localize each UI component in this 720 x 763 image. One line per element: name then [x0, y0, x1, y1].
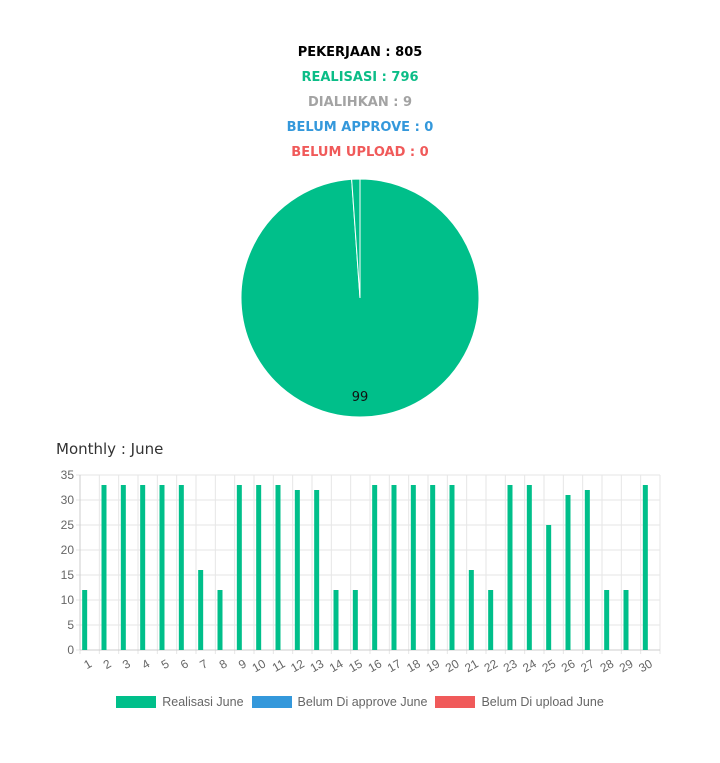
legend-swatch-realisasi — [116, 696, 157, 708]
legend-item-belum-approve[interactable]: Belum Di approve June — [251, 695, 428, 709]
pie-chart: 99 — [240, 178, 480, 418]
x-tick-label: 27 — [578, 656, 597, 675]
stat-belum-upload: BELUM UPLOAD : 0 — [291, 145, 429, 160]
pie-slice-1[interactable] — [351, 178, 361, 299]
legend-label-belum-upload: Belum Di upload June — [481, 695, 604, 709]
y-tick-label: 35 — [61, 468, 75, 482]
bar-realisasi-21[interactable] — [468, 570, 474, 650]
legend-item-belum-upload[interactable]: Belum Di upload June — [435, 695, 604, 709]
bar-realisasi-28[interactable] — [604, 590, 610, 650]
x-tick-label: 28 — [598, 656, 617, 675]
x-tick-label: 26 — [559, 656, 578, 675]
legend-label-belum-approve: Belum Di approve June — [297, 695, 428, 709]
bar-realisasi-11[interactable] — [275, 485, 281, 650]
x-tick-label: 1 — [81, 656, 94, 672]
bar-realisasi-7[interactable] — [198, 570, 204, 650]
bar-realisasi-22[interactable] — [488, 590, 494, 650]
bar-realisasi-16[interactable] — [372, 485, 378, 650]
bar-realisasi-18[interactable] — [410, 485, 416, 650]
legend-item-realisasi[interactable]: Realisasi June — [116, 695, 244, 709]
y-tick-label: 0 — [67, 643, 74, 657]
bar-realisasi-5[interactable] — [159, 485, 165, 650]
x-tick-label: 10 — [250, 656, 269, 675]
y-tick-label: 5 — [67, 618, 74, 632]
bar-realisasi-15[interactable] — [352, 590, 358, 650]
bar-realisasi-10[interactable] — [256, 485, 262, 650]
stat-realisasi: REALISASI : 796 — [301, 70, 419, 85]
x-tick-label: 21 — [462, 656, 481, 675]
pie-data-label: 99 — [352, 390, 369, 405]
y-tick-label: 10 — [61, 593, 75, 607]
stat-dialihkan: DIALIHKAN : 9 — [308, 95, 412, 110]
x-tick-label: 13 — [308, 656, 327, 675]
x-tick-label: 5 — [159, 656, 172, 672]
bar-realisasi-24[interactable] — [526, 485, 532, 650]
x-tick-label: 24 — [520, 656, 539, 675]
bar-realisasi-12[interactable] — [294, 490, 300, 650]
bar-realisasi-9[interactable] — [236, 485, 242, 650]
bar-realisasi-2[interactable] — [101, 485, 107, 650]
x-tick-label: 23 — [501, 656, 520, 675]
x-tick-label: 16 — [366, 656, 385, 675]
x-tick-label: 12 — [288, 656, 307, 675]
x-tick-label: 25 — [540, 656, 559, 675]
bar-realisasi-13[interactable] — [314, 490, 320, 650]
x-tick-label: 30 — [636, 656, 655, 675]
x-tick-label: 2 — [101, 656, 114, 672]
x-tick-label: 20 — [443, 656, 462, 675]
x-tick-label: 19 — [424, 656, 443, 675]
x-tick-label: 15 — [346, 656, 365, 675]
x-tick-label: 29 — [617, 656, 636, 675]
monthly-title: Monthly : June — [56, 440, 164, 458]
bar-realisasi-25[interactable] — [546, 525, 552, 650]
x-tick-label: 8 — [217, 656, 230, 672]
bar-realisasi-23[interactable] — [507, 485, 513, 650]
x-tick-label: 11 — [270, 656, 288, 675]
bar-realisasi-19[interactable] — [430, 485, 436, 650]
x-tick-label: 17 — [385, 656, 404, 675]
legend-swatch-belum-approve — [251, 696, 292, 708]
x-tick-label: 6 — [178, 656, 191, 672]
x-tick-label: 4 — [139, 656, 152, 672]
x-tick-label: 7 — [197, 656, 210, 672]
bar-realisasi-1[interactable] — [82, 590, 88, 650]
x-tick-label: 9 — [236, 656, 249, 672]
x-tick-label: 14 — [327, 656, 346, 675]
chart-legend: Realisasi June Belum Di approve June Bel… — [0, 695, 720, 709]
x-tick-label: 3 — [120, 656, 133, 672]
legend-label-realisasi: Realisasi June — [162, 695, 244, 709]
bar-realisasi-30[interactable] — [642, 485, 648, 650]
summary-stats: PEKERJAAN : 805 REALISASI : 796 DIALIHKA… — [0, 42, 720, 167]
bar-realisasi-6[interactable] — [178, 485, 184, 650]
x-tick-label: 18 — [404, 656, 423, 675]
x-tick-label: 22 — [482, 656, 501, 675]
bar-realisasi-17[interactable] — [391, 485, 397, 650]
bar-realisasi-20[interactable] — [449, 485, 455, 650]
bar-realisasi-4[interactable] — [140, 485, 146, 650]
legend-swatch-belum-upload — [435, 696, 476, 708]
bar-realisasi-29[interactable] — [623, 590, 629, 650]
stat-pekerjaan: PEKERJAAN : 805 — [297, 45, 423, 60]
bar-realisasi-27[interactable] — [584, 490, 590, 650]
bar-realisasi-26[interactable] — [565, 495, 571, 650]
y-tick-label: 25 — [61, 518, 75, 532]
bar-realisasi-8[interactable] — [217, 590, 223, 650]
y-tick-label: 20 — [61, 543, 75, 557]
y-tick-label: 30 — [61, 493, 75, 507]
bar-realisasi-3[interactable] — [120, 485, 126, 650]
stat-belum-approve: BELUM APPROVE : 0 — [286, 120, 434, 135]
bar-realisasi-14[interactable] — [333, 590, 339, 650]
y-tick-label: 15 — [61, 568, 75, 582]
